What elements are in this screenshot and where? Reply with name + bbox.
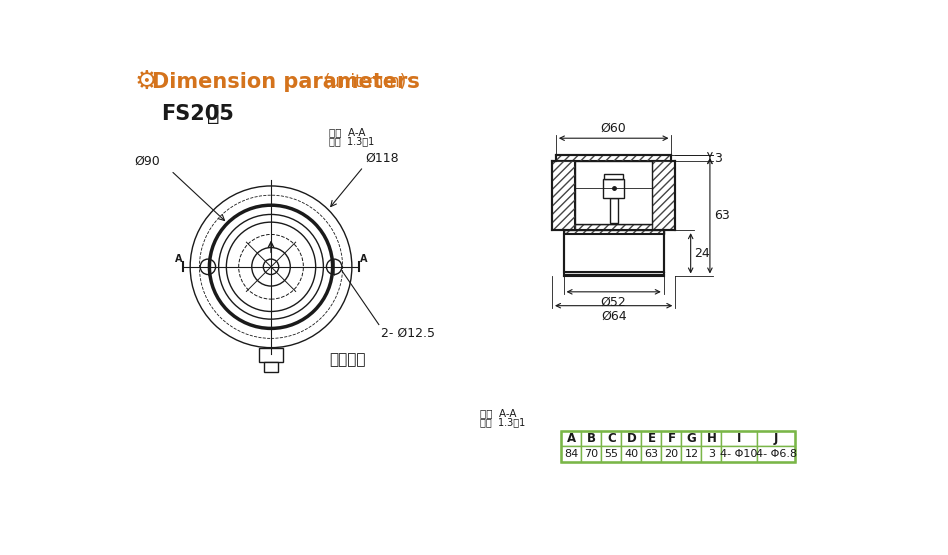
- Text: A: A: [359, 254, 367, 264]
- Text: J: J: [774, 432, 778, 445]
- Text: 2- Ø12.5: 2- Ø12.5: [381, 327, 435, 340]
- Text: 受力方向: 受力方向: [329, 352, 365, 367]
- Bar: [605, 174, 623, 179]
- Text: I: I: [737, 432, 741, 445]
- Text: B: B: [587, 432, 596, 445]
- Text: 比例  1.3：1: 比例 1.3：1: [329, 137, 374, 147]
- Bar: [561, 431, 795, 462]
- Bar: [564, 230, 664, 234]
- Text: A: A: [175, 254, 182, 264]
- Bar: [757, 446, 795, 462]
- Text: 3: 3: [708, 449, 715, 459]
- Text: H: H: [706, 432, 717, 445]
- Bar: [702, 446, 721, 462]
- Text: A: A: [567, 432, 575, 445]
- Text: 24: 24: [695, 247, 710, 260]
- Text: Ø52: Ø52: [601, 296, 627, 309]
- Text: 63: 63: [645, 449, 659, 459]
- Bar: [561, 431, 581, 446]
- Bar: [260, 347, 283, 361]
- Text: E: E: [647, 432, 655, 445]
- Bar: [652, 161, 675, 230]
- Bar: [601, 446, 621, 462]
- Bar: [561, 446, 581, 462]
- Text: 40: 40: [625, 449, 638, 459]
- Text: F: F: [667, 432, 675, 445]
- Bar: [702, 431, 721, 446]
- Text: G: G: [686, 432, 697, 445]
- Text: 70: 70: [584, 449, 598, 459]
- Bar: [621, 446, 642, 462]
- Text: 4- Φ6.8: 4- Φ6.8: [756, 449, 796, 459]
- Bar: [642, 446, 662, 462]
- Bar: [581, 446, 601, 462]
- Text: 63: 63: [714, 209, 730, 223]
- Text: FS205: FS205: [161, 104, 234, 124]
- Bar: [575, 224, 652, 230]
- Bar: [552, 161, 575, 230]
- Text: 3: 3: [714, 152, 721, 164]
- Bar: [757, 431, 795, 446]
- Bar: [601, 431, 621, 446]
- Bar: [264, 361, 278, 372]
- Text: 型: 型: [207, 104, 220, 124]
- Bar: [662, 431, 682, 446]
- Bar: [564, 230, 664, 234]
- Bar: [556, 155, 671, 161]
- Text: 比例  1.3：1: 比例 1.3：1: [481, 417, 526, 427]
- Bar: [721, 431, 757, 446]
- Text: 12: 12: [684, 449, 699, 459]
- Bar: [575, 161, 652, 224]
- Bar: [721, 446, 757, 462]
- Bar: [603, 179, 625, 198]
- Text: (unit:mm):: (unit:mm):: [323, 73, 412, 91]
- Text: Ø60: Ø60: [601, 122, 627, 134]
- Text: 剖面  A-A: 剖面 A-A: [329, 127, 365, 137]
- Text: 4- Φ10: 4- Φ10: [720, 449, 757, 459]
- Bar: [581, 431, 601, 446]
- Text: 55: 55: [605, 449, 618, 459]
- Text: Dimension parameters: Dimension parameters: [152, 72, 420, 92]
- Bar: [662, 446, 682, 462]
- Bar: [575, 224, 652, 230]
- Bar: [682, 446, 702, 462]
- Bar: [552, 161, 575, 230]
- Text: Ø64: Ø64: [601, 310, 627, 322]
- Text: 剖面  A-A: 剖面 A-A: [481, 408, 517, 418]
- Bar: [556, 155, 671, 161]
- Bar: [621, 431, 642, 446]
- Text: ⚙: ⚙: [135, 69, 158, 95]
- Text: Ø90: Ø90: [134, 155, 159, 168]
- Bar: [564, 234, 664, 272]
- Bar: [652, 161, 675, 230]
- Bar: [610, 198, 617, 223]
- Text: D: D: [627, 432, 636, 445]
- Text: C: C: [607, 432, 616, 445]
- Text: 84: 84: [564, 449, 578, 459]
- Text: 20: 20: [665, 449, 679, 459]
- Bar: [682, 431, 702, 446]
- Text: Ø118: Ø118: [365, 152, 398, 164]
- Bar: [642, 431, 662, 446]
